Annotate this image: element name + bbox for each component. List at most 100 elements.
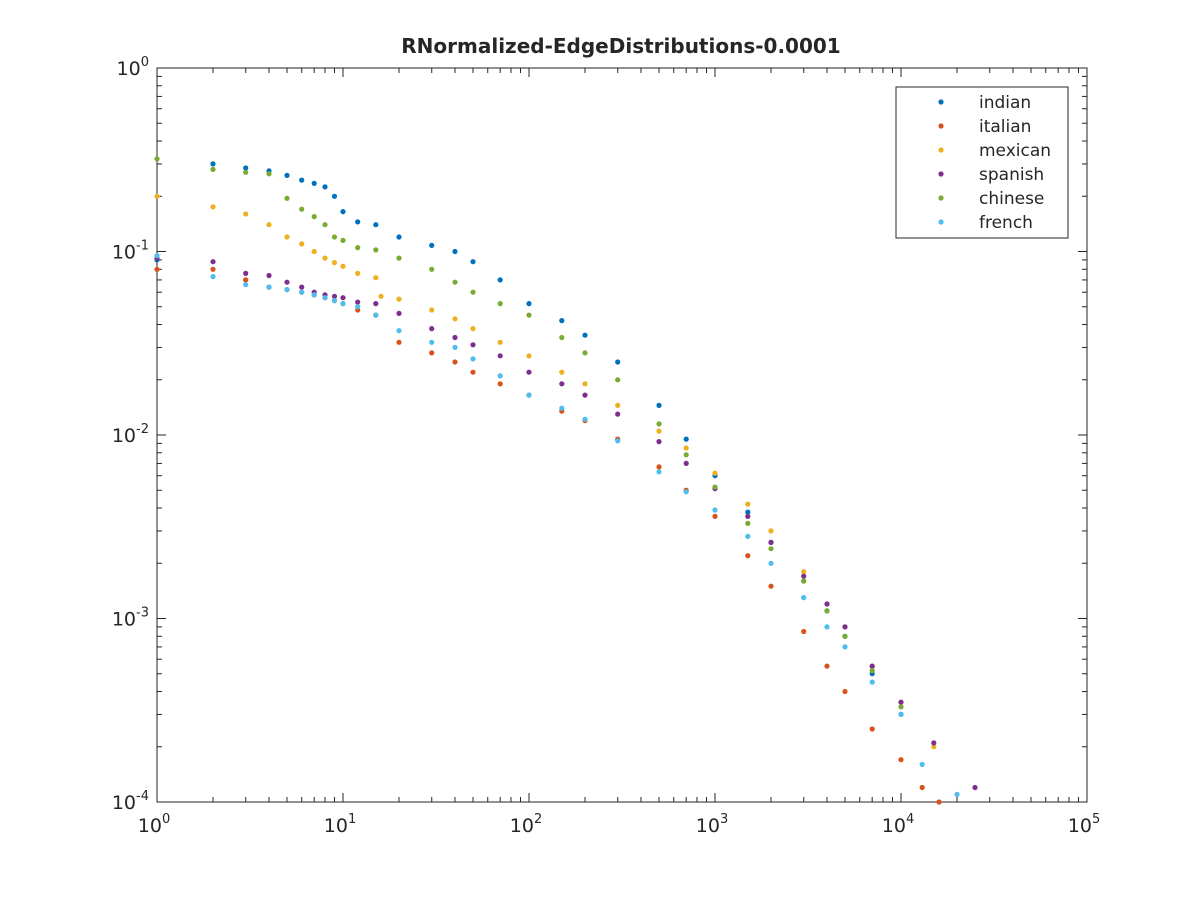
data-point <box>299 284 305 290</box>
data-point <box>656 402 662 408</box>
data-point <box>243 169 249 175</box>
data-point <box>470 289 476 295</box>
data-point <box>497 301 503 307</box>
data-point <box>452 359 458 365</box>
data-point <box>243 277 249 283</box>
data-point <box>322 255 328 261</box>
data-point <box>299 241 305 247</box>
legend-marker <box>938 219 944 225</box>
data-point <box>470 356 476 362</box>
data-point <box>373 247 379 253</box>
data-point <box>745 520 751 527</box>
axis-ticks: 100 101 102 103 104 105 10-4 10-3 10-2 10-1 100 <box>112 55 1100 837</box>
data-point <box>299 177 305 183</box>
x-tick-label: 104 <box>882 812 914 837</box>
data-point <box>615 377 621 383</box>
data-point <box>582 392 588 398</box>
data-point <box>429 266 435 272</box>
data-point <box>842 688 848 695</box>
data-point <box>712 513 718 520</box>
legend-label: mexican <box>979 141 1051 161</box>
y-tick-label: 100 <box>117 55 149 80</box>
data-point <box>842 644 848 650</box>
data-point <box>745 533 751 540</box>
series-mexican <box>154 193 937 750</box>
data-point <box>396 339 402 345</box>
data-point <box>340 301 346 307</box>
data-point <box>656 464 662 470</box>
data-point <box>869 726 875 732</box>
y-tick-label: 10-4 <box>112 789 149 814</box>
x-tick-label: 103 <box>696 812 728 837</box>
data-point <box>824 601 830 607</box>
data-point <box>526 353 532 359</box>
data-point <box>683 460 689 466</box>
data-point <box>745 553 751 559</box>
data-point <box>331 260 338 266</box>
data-point <box>311 214 317 220</box>
data-point <box>801 628 807 635</box>
data-point <box>582 416 588 422</box>
legend-marker <box>938 123 944 129</box>
data-point <box>322 184 328 190</box>
data-point <box>452 344 458 350</box>
data-point <box>582 381 588 387</box>
legend-marker <box>938 171 944 177</box>
data-point <box>919 784 925 791</box>
data-point <box>768 539 774 546</box>
data-point <box>497 353 503 359</box>
legend: indian italian mexican spanish chinese french <box>895 86 1069 239</box>
data-point <box>972 784 978 791</box>
data-point <box>656 428 662 434</box>
data-point <box>559 369 565 375</box>
data-point <box>355 299 361 305</box>
data-point <box>683 452 689 458</box>
data-point <box>801 595 807 601</box>
data-point <box>768 583 774 589</box>
data-point <box>429 339 435 345</box>
data-point <box>243 211 249 217</box>
data-point <box>452 334 458 341</box>
data-point <box>683 436 689 442</box>
data-point <box>745 501 751 507</box>
data-point <box>745 513 751 520</box>
data-point <box>311 292 317 298</box>
data-point <box>842 633 848 639</box>
data-point <box>869 668 875 674</box>
y-tick-label: 10-3 <box>112 606 149 631</box>
data-point <box>210 259 216 265</box>
data-point <box>869 679 875 685</box>
data-point <box>768 546 774 552</box>
data-point <box>396 296 402 302</box>
data-point <box>559 405 565 411</box>
data-point <box>582 350 588 356</box>
legend-label: indian <box>979 93 1031 113</box>
data-point <box>712 507 718 513</box>
data-point <box>373 222 379 228</box>
data-point <box>526 312 532 318</box>
data-point <box>452 248 458 255</box>
data-point <box>266 272 272 279</box>
data-point <box>497 277 503 283</box>
data-point <box>824 663 830 669</box>
data-point <box>154 266 160 272</box>
data-point <box>497 339 503 345</box>
data-point <box>355 270 361 276</box>
data-point <box>470 326 476 332</box>
data-point <box>340 209 346 215</box>
data-point <box>656 439 662 445</box>
y-tick-label: 10-2 <box>112 422 149 447</box>
legend-marker <box>938 147 944 153</box>
data-point <box>497 373 503 379</box>
data-point <box>243 165 249 171</box>
data-point <box>745 509 751 515</box>
data-point <box>331 234 338 240</box>
data-point <box>355 219 361 225</box>
data-point <box>284 195 290 201</box>
data-points <box>154 156 978 805</box>
data-point <box>768 528 774 534</box>
data-point <box>154 253 160 259</box>
x-tick-label: 105 <box>1068 812 1100 837</box>
data-point <box>378 293 384 299</box>
data-point <box>526 369 532 375</box>
